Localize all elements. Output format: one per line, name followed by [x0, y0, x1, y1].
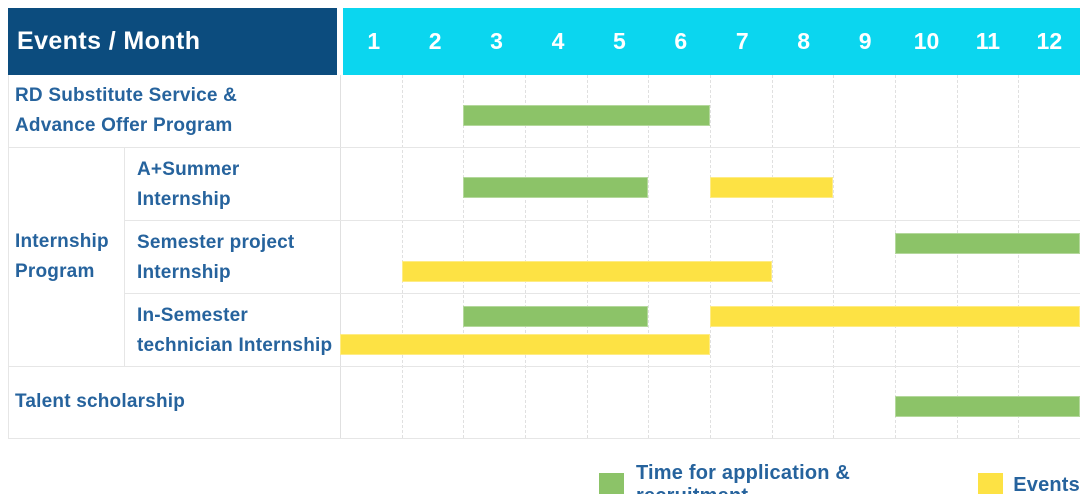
row-divider [124, 220, 1080, 221]
month-gridline [401, 75, 403, 438]
row-divider [8, 366, 1080, 367]
chart-row-a-summer-internship [340, 147, 1080, 220]
row-label-line: Internship [137, 189, 231, 210]
row-label-line: Talent scholarship [15, 391, 186, 412]
month-label: 2 [428, 28, 442, 54]
row-divider [8, 147, 1080, 148]
legend: Time for application & recruitment Event… [599, 462, 1080, 494]
month-label: 10 [913, 28, 940, 54]
month-gridline [463, 75, 465, 438]
month-gridline [771, 75, 773, 438]
month-gridline [525, 75, 526, 438]
row-divider [124, 293, 1080, 294]
group-label-internship-program: Internship Program [8, 147, 124, 366]
table-left-border [8, 75, 9, 438]
chart-row-semester-project-internship [340, 220, 1080, 293]
gantt-bar-events [340, 334, 710, 355]
row-label-a-summer-internship: A+Summer Internship [124, 147, 340, 220]
row-label-line: In-Semester [137, 305, 248, 326]
gantt-bar-application-recruitment [895, 233, 1080, 254]
month-label: 4 [551, 28, 565, 54]
row-label-semester-project-internship: Semester project Internship [124, 220, 340, 293]
row-label-line: Semester project [137, 232, 295, 253]
month-label: 11 [975, 28, 1001, 54]
month-label: 1 [367, 28, 381, 54]
month-gridline [895, 75, 896, 438]
chart-row-rd-substitute [340, 75, 1080, 147]
gantt-bar-events [710, 177, 834, 198]
gantt-bar-application-recruitment [463, 306, 649, 327]
month-label: 6 [674, 28, 688, 54]
month-gridline [586, 75, 588, 438]
gantt-bar-application-recruitment [463, 105, 710, 126]
chart-row-talent-scholarship [340, 366, 1080, 438]
events-month-header: Events / Month [8, 8, 337, 75]
month-label: 9 [858, 28, 872, 54]
row-label-rd-substitute: RD Substitute Service & Advance Offer Pr… [8, 75, 340, 147]
group-column-divider [124, 147, 125, 366]
month-header-row: 1 2 3 4 5 6 7 8 9 10 11 12 [343, 8, 1080, 75]
row-label-line: technician Internship [137, 335, 333, 356]
row-label-talent-scholarship: Talent scholarship [8, 366, 340, 438]
row-label-line: A+Summer [137, 159, 240, 180]
gantt-bar-application-recruitment [463, 177, 649, 198]
events-month-title: Events / Month [17, 27, 201, 55]
month-label: 5 [613, 28, 626, 54]
month-gridline [340, 75, 341, 438]
month-gridline [648, 75, 650, 438]
month-label: 12 [1036, 28, 1063, 54]
month-label: 8 [797, 28, 811, 54]
row-label-line: Advance Offer Program [15, 115, 233, 136]
month-label: 7 [735, 28, 749, 54]
gantt-bar-events [710, 306, 1080, 327]
group-label-line: Internship [15, 230, 109, 252]
legend-label-application-recruitment: Time for application & recruitment [636, 462, 851, 494]
month-gridline [833, 75, 835, 438]
group-label-line: Program [15, 260, 95, 282]
chart-grid [340, 75, 1080, 438]
month-gridline [1018, 75, 1020, 438]
table-bottom-border [8, 438, 1080, 439]
month-gridline [710, 75, 711, 438]
gantt-bar-application-recruitment [895, 396, 1080, 417]
month-gridline [956, 75, 958, 438]
row-label-in-semester-technician-internship: In-Semester technician Internship [124, 293, 340, 366]
chart-row-in-semester-technician-internship [340, 293, 1080, 366]
row-label-line: RD Substitute Service & [15, 85, 238, 106]
legend-label-events: Events [1013, 473, 1080, 494]
legend-swatch-application-recruitment [599, 472, 624, 494]
gantt-bar-events [401, 261, 772, 282]
month-label: 3 [490, 28, 503, 54]
row-label-line: Internship [137, 262, 231, 283]
legend-swatch-events [978, 472, 1004, 494]
